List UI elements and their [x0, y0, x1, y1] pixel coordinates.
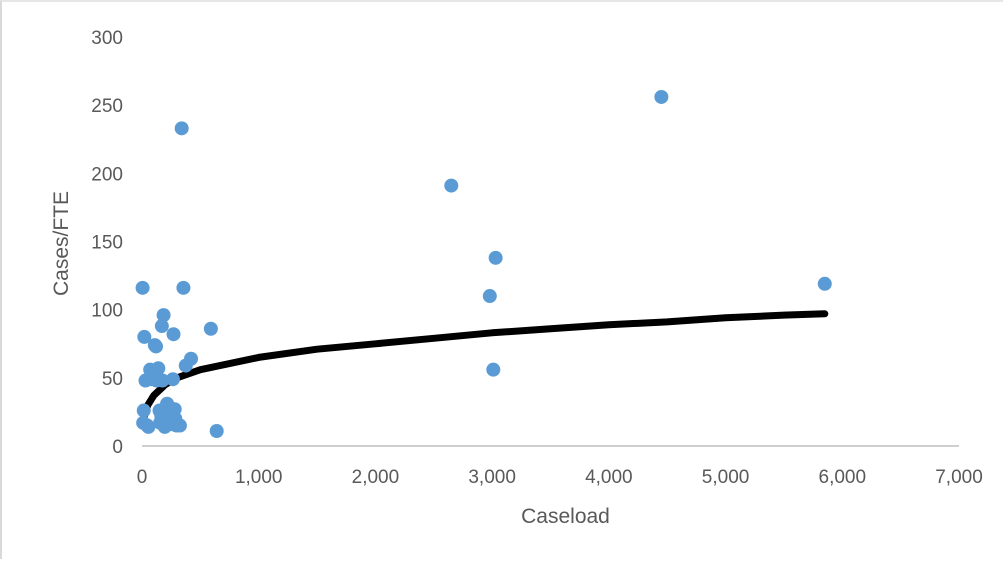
- data-point: [486, 362, 501, 377]
- data-point: [156, 308, 171, 323]
- x-tick-labels: 0 1,000 2,000 3,000 4,000 5,000 6,000 7,000: [137, 467, 983, 488]
- data-point: [136, 403, 151, 418]
- y-axis-title: Cases/FTE: [50, 191, 73, 296]
- x-tick-label: 3,000: [468, 467, 516, 488]
- x-tick-label: 2,000: [352, 467, 400, 488]
- data-point: [149, 339, 164, 354]
- data-point: [155, 373, 170, 388]
- data-point: [654, 89, 669, 104]
- data-point: [184, 351, 199, 366]
- x-tick-label: 0: [137, 467, 148, 488]
- trendline-layer: [140, 310, 829, 420]
- data-point: [166, 327, 181, 342]
- x-tick-label: 6,000: [819, 467, 867, 488]
- data-point: [203, 321, 218, 336]
- y-tick-label: 0: [112, 437, 123, 458]
- y-tick-labels: 0 50 100 150 200 250 300: [91, 28, 123, 458]
- x-axis-title: Caseload: [521, 505, 610, 528]
- y-tick-label: 250: [91, 96, 123, 117]
- data-point: [165, 372, 180, 387]
- data-point: [151, 361, 166, 376]
- x-tick-label: 4,000: [585, 467, 633, 488]
- data-point: [141, 419, 156, 434]
- data-point: [135, 280, 150, 295]
- data-point: [482, 289, 497, 304]
- y-tick-label: 300: [91, 28, 123, 49]
- data-point: [176, 280, 191, 295]
- data-point: [488, 250, 503, 265]
- data-point: [154, 319, 169, 334]
- data-points: [135, 89, 832, 439]
- x-tick-label: 1,000: [235, 467, 283, 488]
- x-tick-label: 7,000: [935, 467, 983, 488]
- y-tick-label: 100: [91, 301, 123, 322]
- y-tick-label: 50: [102, 369, 123, 390]
- data-point: [137, 329, 152, 344]
- y-tick-label: 150: [91, 233, 123, 254]
- x-tick-label: 5,000: [702, 467, 750, 488]
- y-tick-label: 200: [91, 164, 123, 185]
- data-point: [444, 178, 459, 193]
- data-point: [817, 276, 832, 291]
- data-point: [174, 121, 189, 136]
- data-point: [172, 418, 187, 433]
- data-point: [209, 424, 224, 439]
- trendline: [140, 310, 829, 420]
